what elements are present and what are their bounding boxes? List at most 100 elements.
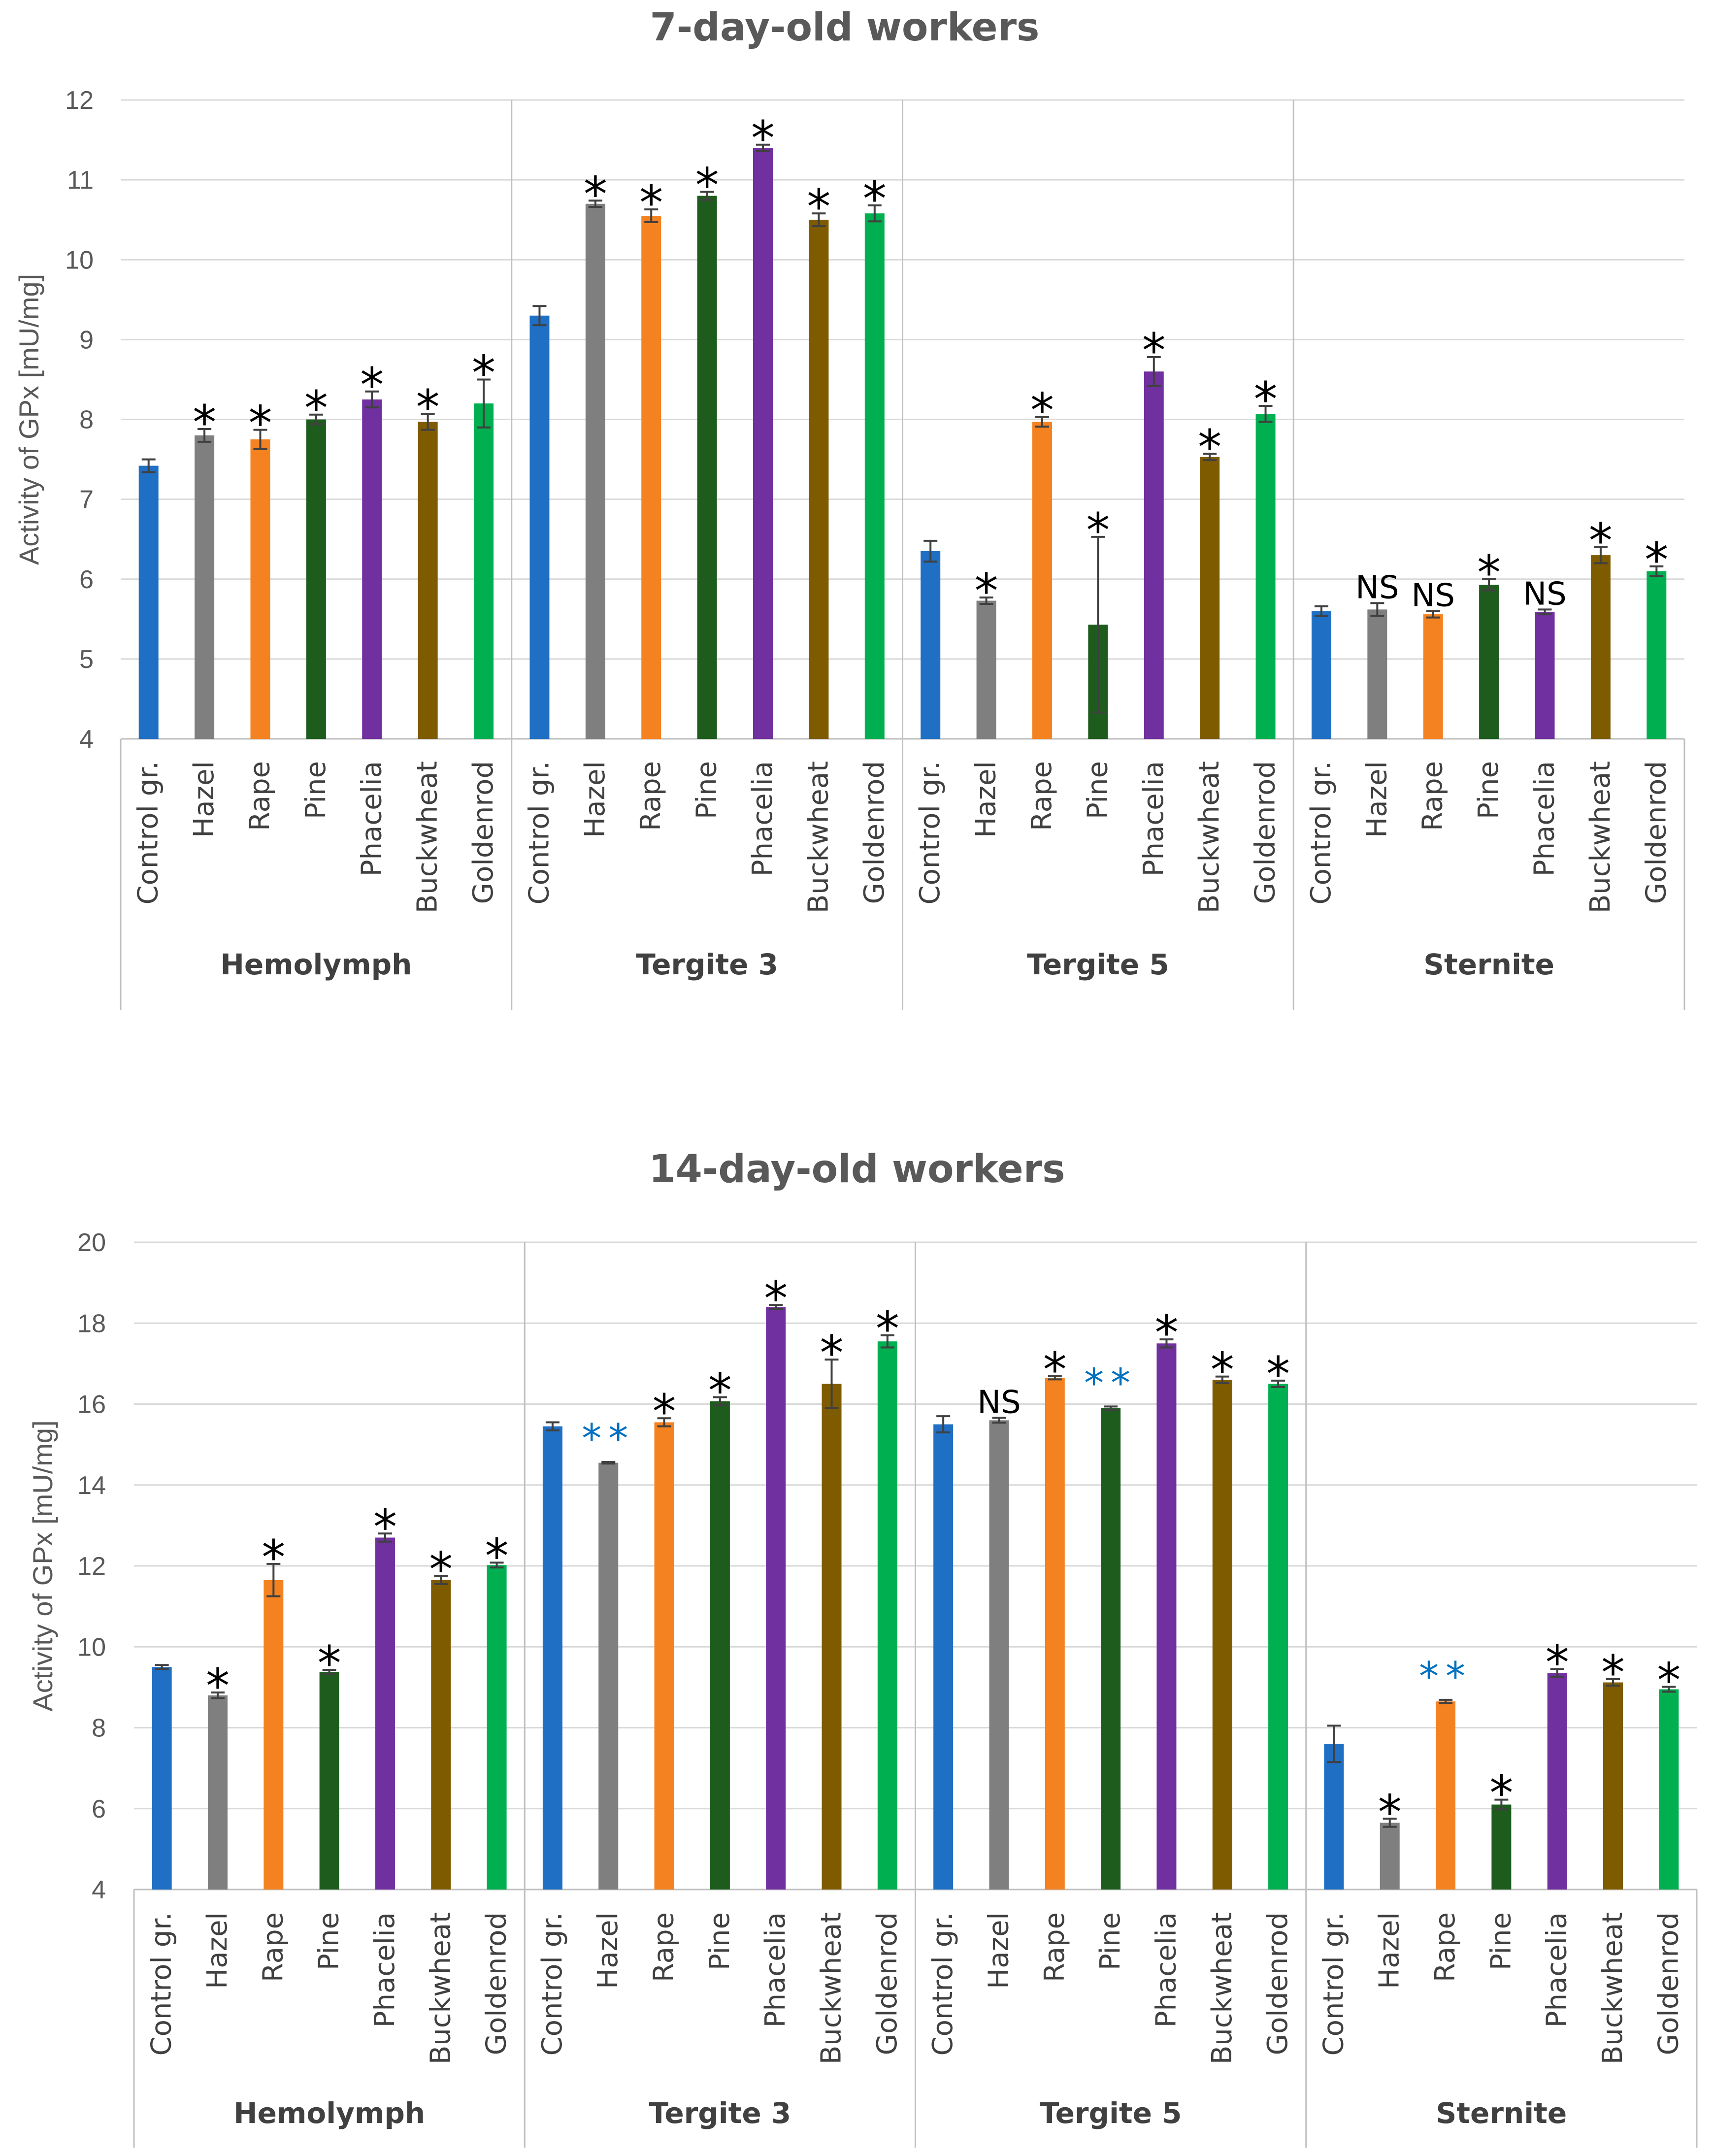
bar-hemolymph-control-gr [138, 465, 159, 739]
bar-hemolymph-hazel [207, 1695, 228, 1890]
x-tick-label: Rape [635, 761, 667, 831]
bar-tergite-3-phacelia [753, 148, 773, 739]
significance-mark: * [485, 1528, 509, 1584]
bar-tergite-5-hazel [976, 600, 996, 739]
x-tick-label: Control gr. [132, 761, 165, 904]
significance-mark: * [1546, 1635, 1569, 1690]
significance-mark: NS [977, 1384, 1021, 1421]
x-tick-label: Phacelia [759, 1912, 791, 2027]
group-label-tergite-3: Tergite 3 [649, 2096, 791, 2130]
group-label-sternite: Sternite [1423, 948, 1554, 981]
x-tick-label: Rape [1417, 761, 1449, 831]
bar-tergite-3-goldenrod [877, 1341, 897, 1890]
y-tick-label: 5 [79, 645, 94, 674]
x-tick-label: Rape [1429, 1912, 1461, 1982]
bar-tergite-3-pine [697, 196, 717, 739]
y-tick-label: 4 [92, 1876, 106, 1904]
x-tick-label: Buckwheat [1193, 761, 1225, 913]
significance-mark: ** [1084, 1360, 1137, 1406]
significance-mark: * [1645, 532, 1668, 588]
bar-hemolymph-phacelia [375, 1537, 395, 1890]
significance-mark: * [1030, 383, 1054, 438]
x-tick-label: Buckwheat [802, 761, 834, 913]
bar-hemolymph-buckwheat [418, 422, 438, 739]
x-tick-label: Phacelia [747, 761, 779, 876]
y-tick-label: 6 [79, 565, 94, 594]
significance-mark: * [360, 358, 384, 413]
significance-mark: * [1086, 503, 1110, 558]
y-tick-label: 16 [77, 1391, 106, 1419]
x-tick-label: Pine [1082, 761, 1114, 819]
bar-tergite-5-buckwheat [1200, 457, 1220, 739]
x-tick-label: Control gr. [536, 1912, 568, 2056]
significance-mark: * [472, 345, 495, 400]
x-tick-label: Buckwheat [1597, 1912, 1629, 2064]
bar-tergite-5-rape [1032, 422, 1052, 739]
bar-sternite-buckwheat [1590, 555, 1611, 739]
bar-tergite-5-control-gr [933, 1424, 954, 1890]
x-tick-label: Buckwheat [1584, 761, 1616, 913]
bar-sternite-phacelia [1535, 612, 1555, 739]
y-tick-label: 12 [77, 1552, 106, 1581]
x-tick-label: Goldenrod [858, 761, 890, 904]
bar-sternite-rape [1436, 1701, 1456, 1890]
group-label-sternite: Sternite [1436, 2096, 1567, 2130]
significance-mark: * [1142, 323, 1166, 378]
y-axis-label: Activity of GPx [mU/mg] [27, 1420, 58, 1711]
bar-hemolymph-pine [306, 419, 326, 739]
x-tick-label: Phacelia [369, 1912, 401, 2027]
x-tick-label: Control gr. [927, 1912, 959, 2056]
bar-tergite-3-buckwheat [809, 220, 829, 739]
bar-tergite-5-rape [1045, 1378, 1065, 1890]
significance-mark: * [876, 1301, 899, 1357]
x-tick-label: Hazel [1361, 761, 1393, 838]
bar-sternite-control-gr [1311, 611, 1331, 739]
significance-mark: * [1601, 1645, 1625, 1700]
significance-mark: * [807, 179, 830, 234]
bar-hemolymph-rape [264, 1580, 284, 1890]
y-tick-label: 9 [79, 326, 94, 354]
y-tick-label: 6 [92, 1795, 106, 1824]
bar-hemolymph-goldenrod [487, 1565, 507, 1890]
bar-tergite-5-phacelia [1156, 1343, 1177, 1890]
group-label-tergite-5: Tergite 5 [1027, 948, 1169, 981]
bar-sternite-hazel [1380, 1823, 1400, 1890]
x-tick-label: Rape [1026, 761, 1058, 831]
bar-tergite-5-control-gr [921, 551, 941, 739]
bar-hemolymph-control-gr [152, 1667, 172, 1890]
x-tick-label: Control gr. [1318, 1912, 1350, 2056]
significance-mark: * [695, 158, 719, 213]
y-tick-label: 4 [79, 725, 94, 754]
significance-mark: * [639, 175, 663, 231]
significance-mark: * [1477, 545, 1501, 600]
bar-tergite-5-pine [1101, 1408, 1121, 1890]
bar-hemolymph-hazel [195, 435, 215, 739]
bar-hemolymph-buckwheat [431, 1580, 451, 1890]
bar-tergite-5-goldenrod [1268, 1384, 1288, 1890]
chart-title: 7-day-old workers [650, 5, 1040, 50]
bar-tergite-5-phacelia [1144, 371, 1164, 739]
x-tick-label: Hazel [201, 1912, 233, 1989]
significance-mark: NS [1411, 578, 1455, 614]
bar-sternite-pine [1491, 1804, 1512, 1890]
x-tick-label: Control gr. [1305, 761, 1337, 904]
x-tick-label: Control gr. [523, 761, 555, 904]
significance-mark: * [304, 381, 328, 436]
significance-mark: ** [582, 1416, 635, 1461]
bar-sternite-rape [1423, 614, 1443, 739]
x-tick-label: Buckwheat [816, 1912, 848, 2064]
significance-mark: * [373, 1499, 397, 1555]
x-tick-label: Hazel [1374, 1912, 1406, 1989]
y-tick-label: 20 [77, 1228, 106, 1257]
x-tick-label: Goldenrod [481, 1912, 513, 2055]
x-tick-label: Pine [1094, 1912, 1126, 1970]
significance-mark: * [1043, 1342, 1067, 1397]
significance-mark: * [206, 1658, 230, 1714]
significance-mark: * [1266, 1347, 1290, 1402]
y-tick-label: 11 [67, 166, 94, 195]
significance-mark: * [820, 1326, 844, 1381]
significance-mark: NS [1355, 569, 1399, 606]
bar-tergite-5-hazel [989, 1420, 1009, 1890]
bar-hemolymph-rape [250, 439, 270, 739]
